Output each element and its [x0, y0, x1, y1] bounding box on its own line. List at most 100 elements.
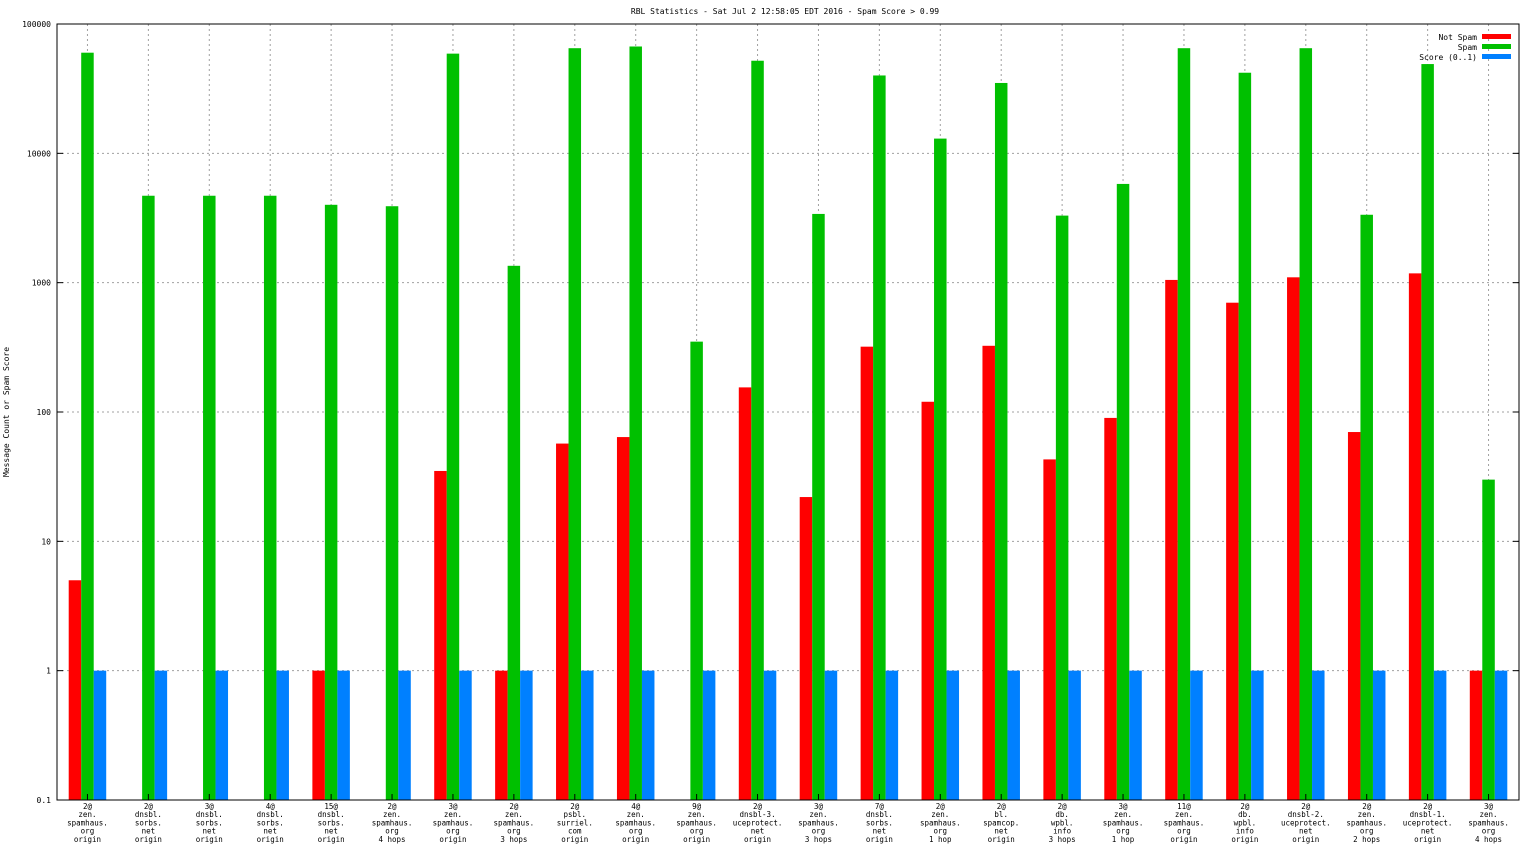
x-tick-label-line: 4 hops — [1475, 835, 1502, 844]
x-tick-label-line: org — [1116, 827, 1130, 836]
x-tick-label-line: net — [994, 827, 1008, 836]
bars — [68, 46, 1508, 801]
x-tick-label-line: org — [934, 827, 948, 836]
x-tick-label-line: surriel. — [557, 818, 593, 827]
bar-not-spam — [982, 345, 995, 800]
y-tick-label: 100000 — [22, 20, 51, 29]
x-tick-label-line: origin — [318, 835, 345, 844]
x-tick-label-line: dnsbl. — [257, 810, 284, 819]
bar-score-0-1 — [215, 670, 229, 800]
x-tick-label-line: sorbs. — [257, 818, 284, 827]
bar-spam — [1360, 214, 1373, 800]
x-tick-label-line: origin — [561, 835, 588, 844]
x-tick-label-line: zen. — [444, 810, 462, 819]
bar-score-0-1 — [641, 670, 655, 800]
x-tick-label-line: net — [1299, 827, 1313, 836]
x-tick-label-line: 1 hop — [1112, 835, 1135, 844]
bar-score-0-1 — [1190, 670, 1203, 800]
bar-score-0-1 — [1372, 670, 1386, 800]
bar-not-spam — [1469, 670, 1483, 800]
x-tick-label-line: origin — [74, 835, 101, 844]
bar-spam — [1238, 72, 1252, 800]
x-tick-label-line: 11@ — [1177, 802, 1191, 811]
bar-not-spam — [1043, 459, 1056, 800]
bar-score-0-1 — [824, 670, 838, 800]
bar-spam — [751, 60, 764, 801]
x-tick-label-line: spamhaus. — [920, 818, 961, 827]
x-tick-label-line: com — [568, 827, 582, 836]
x-tick-label-line: dnsbl-2. — [1288, 810, 1324, 819]
x-tick-label-line: uceprotect. — [733, 818, 783, 827]
bar-not-spam — [68, 580, 82, 800]
y-tick-label: 0.1 — [37, 796, 52, 805]
bar-spam — [934, 138, 947, 800]
bar-score-0-1 — [1068, 670, 1081, 800]
y-tick-label: 1 — [46, 667, 51, 676]
x-tick-label-line: zen. — [1480, 810, 1498, 819]
x-tick-label-line: org — [629, 827, 643, 836]
x-tick-label-line: 4@ — [631, 802, 641, 811]
bar-not-spam — [616, 437, 630, 800]
x-tick-label-line: origin — [135, 835, 162, 844]
bar-score-0-1 — [702, 670, 716, 800]
x-tick-label-line: zen. — [1358, 810, 1376, 819]
bar-spam — [446, 53, 460, 800]
x-tick-label-line: origin — [683, 835, 710, 844]
x-tick-label-line: zen. — [1175, 810, 1193, 819]
bar-score-0-1 — [1494, 670, 1508, 800]
x-tick-label-line: 2@ — [509, 802, 519, 811]
bar-score-0-1 — [459, 670, 472, 800]
x-tick-label-line: sorbs. — [866, 818, 893, 827]
bar-score-0-1 — [946, 670, 960, 800]
x-tick-label-line: 2@ — [570, 802, 580, 811]
x-tick-label-line: net — [142, 827, 156, 836]
x-tick-label-line: origin — [988, 835, 1015, 844]
x-tick-label-line: 9@ — [692, 802, 702, 811]
x-tick-label-line: spamhaus. — [1164, 818, 1205, 827]
bar-spam — [1482, 479, 1495, 800]
x-tick-label-line: dnsbl. — [318, 810, 345, 819]
x-tick-label-line: spamhaus. — [1468, 818, 1509, 827]
bar-spam — [142, 195, 155, 800]
x-tick-label-line: zen. — [505, 810, 523, 819]
x-tick-label-line: uceprotect. — [1403, 818, 1453, 827]
x-tick-label-line: 3@ — [1119, 802, 1129, 811]
bar-spam — [812, 213, 825, 801]
x-tick-label-line: org — [812, 827, 826, 836]
x-tick-label-line: origin — [196, 835, 223, 844]
x-tick-label-line: psbl. — [564, 810, 587, 819]
y-tick-label: 100 — [37, 408, 52, 417]
x-tick-label-line: 3@ — [1484, 802, 1494, 811]
bar-score-0-1 — [763, 670, 777, 800]
x-tick-label-line: spamhaus. — [433, 818, 474, 827]
x-tick-label-line: db. — [1055, 810, 1069, 819]
bar-spam — [1421, 64, 1434, 800]
x-tick-label-line: 3@ — [814, 802, 824, 811]
x-tick-label-line: info — [1236, 827, 1255, 836]
x-tick-label-line: net — [1421, 827, 1435, 836]
x-tick-label-line: 2@ — [1301, 802, 1311, 811]
bar-score-0-1 — [398, 670, 411, 800]
bar-spam — [385, 206, 399, 801]
x-tick-label-line: spamhaus. — [798, 818, 839, 827]
bar-not-spam — [738, 387, 752, 800]
x-tick-label-line: spamhaus. — [1103, 818, 1144, 827]
bar-not-spam — [556, 443, 569, 800]
x-tick-label-line: 2@ — [144, 802, 154, 811]
x-tick-label-line: 3@ — [205, 802, 215, 811]
x-tick-label-line: zen. — [809, 810, 827, 819]
x-tick-label-line: net — [873, 827, 887, 836]
